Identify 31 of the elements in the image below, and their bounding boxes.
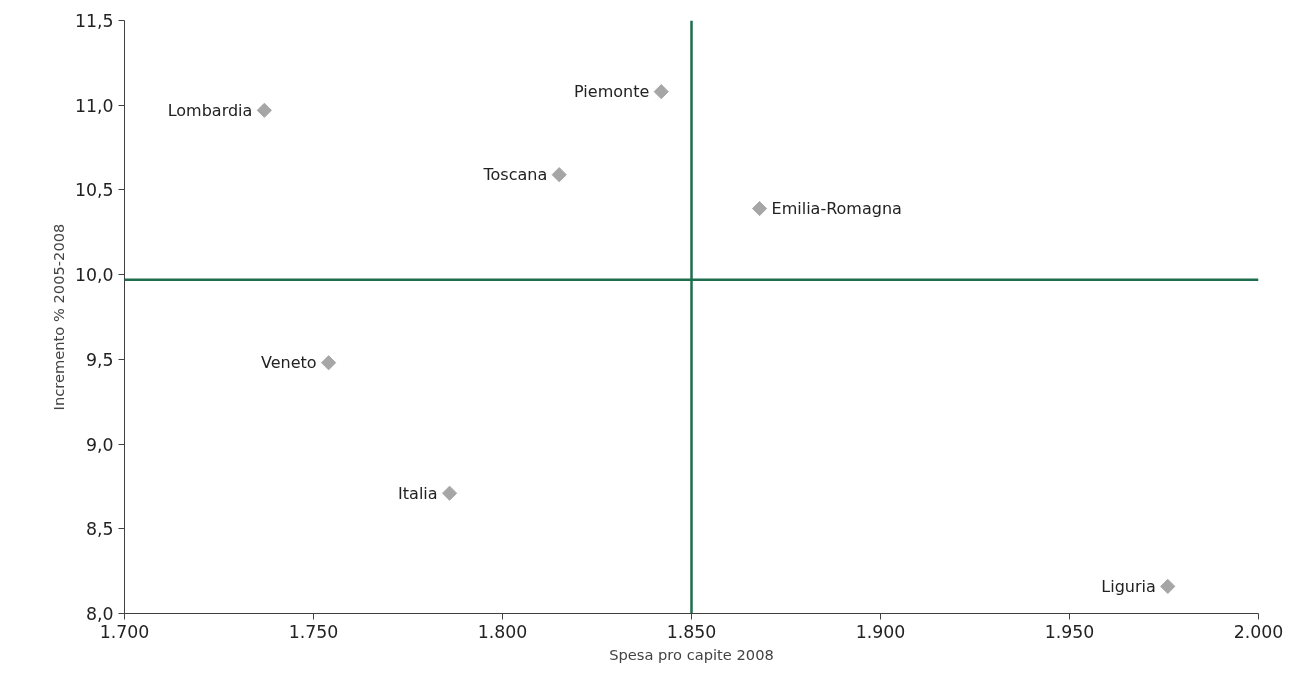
y-tick-label: 8,5 bbox=[85, 519, 114, 540]
point bbox=[442, 485, 458, 501]
annotation: Piemonte bbox=[574, 82, 650, 102]
y-tick-label: 8,0 bbox=[85, 604, 114, 624]
annotation: Emilia-Romagna bbox=[771, 199, 902, 219]
annotation: Liguria bbox=[1101, 576, 1156, 596]
point bbox=[321, 355, 337, 371]
y-tick-label: 10,0 bbox=[74, 265, 114, 286]
x-tick-label: 1.850 bbox=[666, 621, 717, 642]
y-axis-title: Incremento % 2005-2008 bbox=[49, 223, 67, 411]
annotation: Italia bbox=[398, 483, 438, 503]
annotation: Lombardia bbox=[167, 100, 253, 120]
y-tick-label: 11,0 bbox=[74, 95, 114, 116]
y-tick-label: 10,5 bbox=[74, 180, 114, 201]
x-tick-label: 1.800 bbox=[477, 621, 528, 642]
y-tick-label: 11,5 bbox=[74, 11, 114, 31]
x-tick-label: 2.000 bbox=[1233, 621, 1284, 642]
point bbox=[551, 167, 567, 183]
x-tick-label: 1.700 bbox=[99, 621, 150, 642]
y-tick-label: 9,5 bbox=[85, 349, 114, 370]
point bbox=[653, 84, 669, 100]
point bbox=[1160, 578, 1176, 594]
point bbox=[256, 102, 272, 118]
x-tick-label: 1.900 bbox=[855, 621, 906, 642]
x-tick-label: 1.750 bbox=[288, 621, 339, 642]
point bbox=[751, 200, 768, 217]
x-tick-label: 1.950 bbox=[1044, 621, 1095, 642]
annotation: Veneto bbox=[261, 353, 317, 373]
x-axis-title: Spesa pro capite 2008 bbox=[609, 645, 774, 663]
y-tick-label: 9,0 bbox=[85, 434, 114, 455]
annotation: Toscana bbox=[482, 165, 548, 185]
